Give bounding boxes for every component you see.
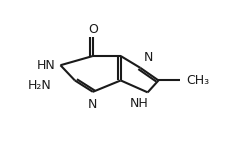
Text: N: N xyxy=(88,98,97,111)
Text: NH: NH xyxy=(129,97,147,111)
Text: N: N xyxy=(143,51,152,64)
Text: HN: HN xyxy=(36,59,55,72)
Text: CH₃: CH₃ xyxy=(185,74,209,87)
Text: O: O xyxy=(88,23,97,36)
Text: H₂N: H₂N xyxy=(28,79,52,92)
